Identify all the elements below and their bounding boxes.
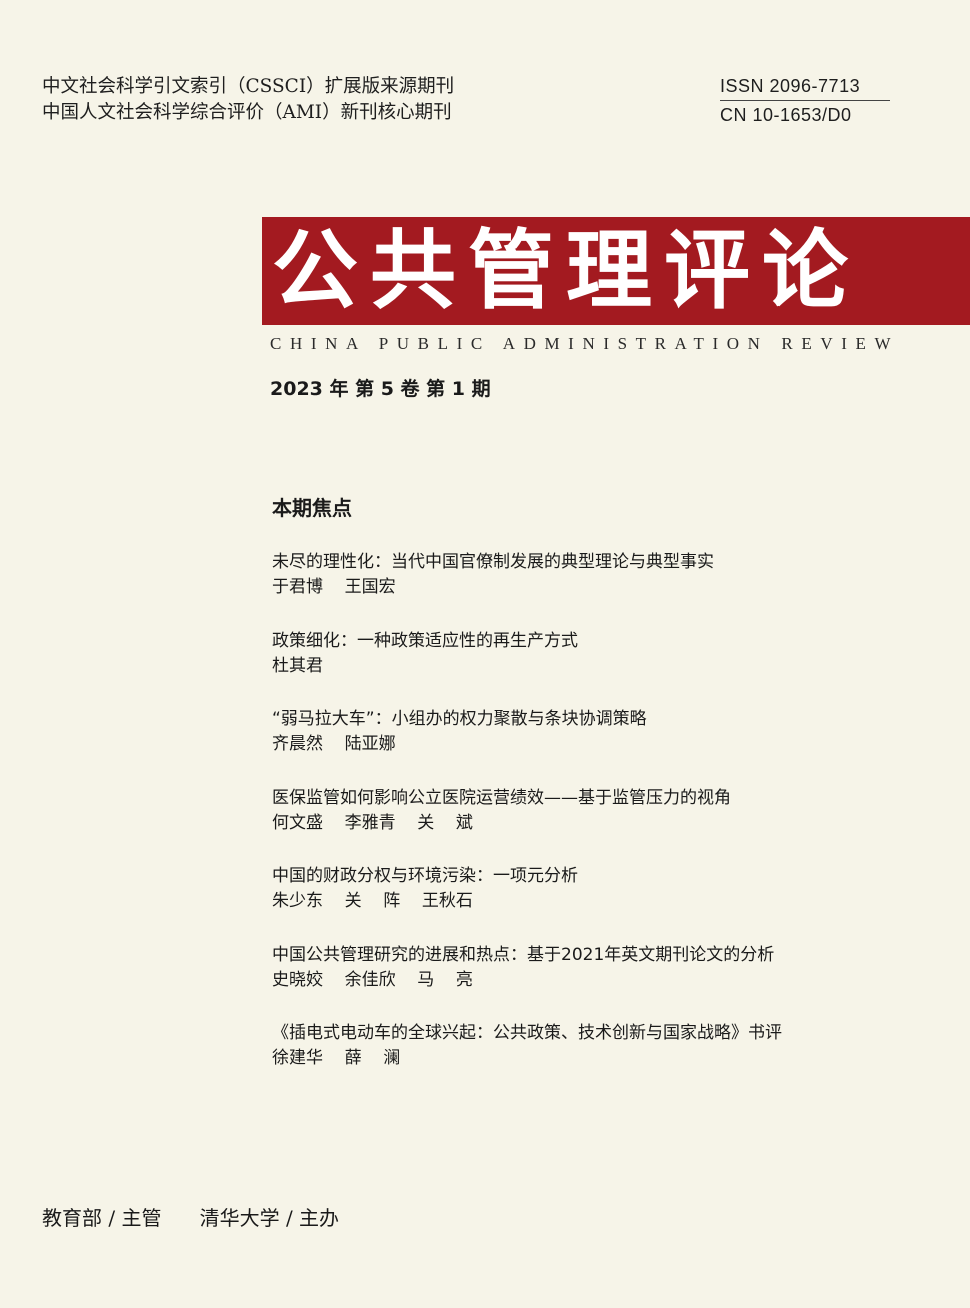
article-title: 中国的财政分权与环境污染：一项元分析 xyxy=(272,866,578,886)
journal-title: 公共管理评论 xyxy=(272,220,860,321)
article-authors: 杜其君 xyxy=(272,655,323,676)
article-title: “弱马拉大车”：小组办的权力聚散与条块协调策略 xyxy=(272,709,647,729)
article-item[interactable]: 未尽的理性化：当代中国官僚制发展的典型理论与典型事实 于君博 王国宏 xyxy=(272,550,932,629)
focus-heading: 本期焦点 xyxy=(272,496,352,520)
article-title: 未尽的理性化：当代中国官僚制发展的典型理论与典型事实 xyxy=(272,552,714,572)
article-item[interactable]: 中国的财政分权与环境污染：一项元分析 朱少东 关 阵 王秋石 xyxy=(272,864,932,943)
article-authors: 徐建华 薛 澜 xyxy=(272,1048,401,1068)
article-authors: 何文盛 李雅青 关 斌 xyxy=(272,812,473,833)
index-line-ami: 中国人文社会科学综合评价（AMI）新刊核心期刊 xyxy=(42,102,452,123)
article-authors: 史晓姣 余佳欣 马 亮 xyxy=(272,969,473,990)
issn-block: ISSN 2096-7713 CN 10-1653/D0 xyxy=(720,74,890,129)
issue-info: 2023 年 第 5 卷 第 1 期 xyxy=(270,378,491,400)
article-authors: 朱少东 关 阵 王秋石 xyxy=(272,891,473,911)
article-title: 中国公共管理研究的进展和热点：基于2021年英文期刊论文的分析 xyxy=(272,944,775,965)
issn-number: ISSN 2096-7713 xyxy=(720,74,890,101)
article-title: 政策细化：一种政策适应性的再生产方式 xyxy=(272,630,578,651)
article-item[interactable]: “弱马拉大车”：小组办的权力聚散与条块协调策略 齐晨然 陆亚娜 xyxy=(272,707,932,786)
article-item[interactable]: 医保监管如何影响公立医院运营绩效——基于监管压力的视角 何文盛 李雅青 关 斌 xyxy=(272,786,932,865)
index-line-cssci: 中文社会科学引文索引（CSSCI）扩展版来源期刊 xyxy=(42,76,455,97)
index-listing: 中文社会科学引文索引（CSSCI）扩展版来源期刊 中国人文社会科学综合评价（AM… xyxy=(42,74,454,126)
article-authors: 齐晨然 陆亚娜 xyxy=(272,734,396,754)
journal-title-english: CHINA PUBLIC ADMINISTRATION REVIEW xyxy=(270,334,900,353)
article-title: 医保监管如何影响公立医院运营绩效——基于监管压力的视角 xyxy=(272,787,731,808)
article-authors: 于君博 王国宏 xyxy=(272,577,396,597)
article-item[interactable]: 《插电式电动车的全球兴起：公共政策、技术创新与国家战略》书评 徐建华 薛 澜 xyxy=(272,1021,932,1100)
cn-number: CN 10-1653/D0 xyxy=(720,105,852,125)
article-item[interactable]: 中国公共管理研究的进展和热点：基于2021年英文期刊论文的分析 史晓姣 余佳欣 … xyxy=(272,943,932,1022)
article-list: 未尽的理性化：当代中国官僚制发展的典型理论与典型事实 于君博 王国宏 政策细化：… xyxy=(272,550,932,1100)
article-item[interactable]: 政策细化：一种政策适应性的再生产方式 杜其君 xyxy=(272,629,932,708)
article-title: 《插电式电动车的全球兴起：公共政策、技术创新与国家战略》书评 xyxy=(272,1023,782,1043)
title-band xyxy=(262,217,970,325)
sponsor-info: 教育部 / 主管 清华大学 / 主办 xyxy=(42,1206,340,1230)
